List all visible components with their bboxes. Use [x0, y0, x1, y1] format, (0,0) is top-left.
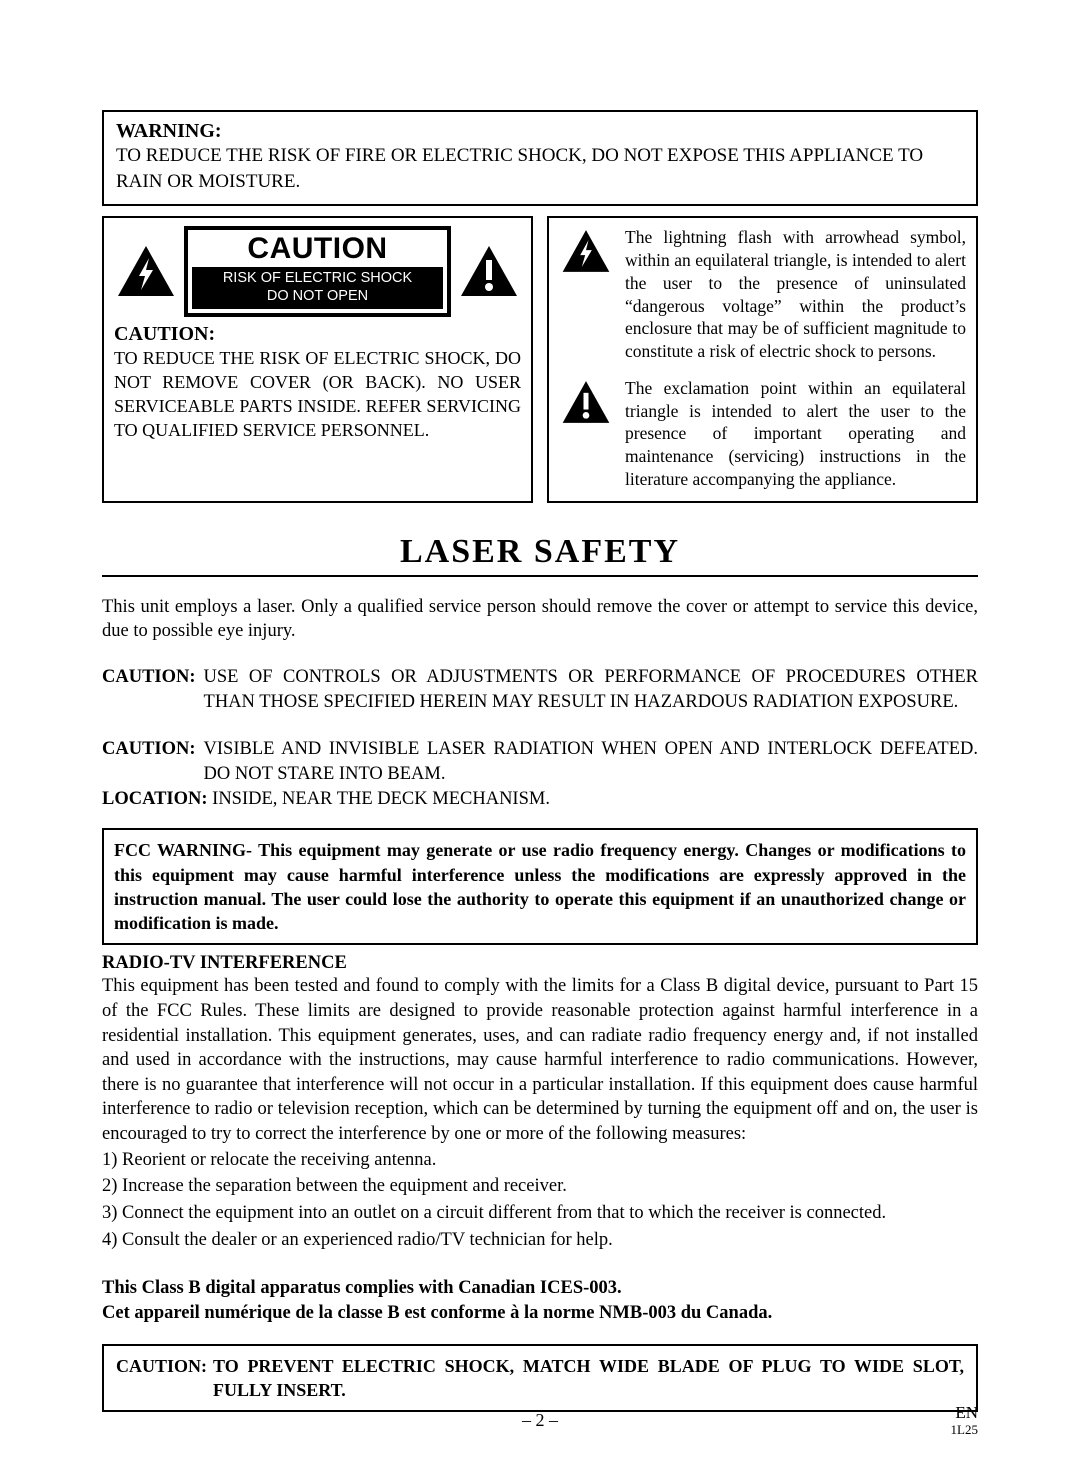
location-label: LOCATION: [102, 789, 208, 809]
warning-title: WARNING: [116, 120, 964, 143]
caution-right-box: The lightning flash with arrowhead symbo… [547, 216, 978, 502]
radio-tv-body: This equipment has been tested and found… [102, 974, 978, 1146]
exclamation-triangle-icon [457, 226, 521, 316]
caution-left-text: TO REDUCE THE RISK OF ELECTRIC SHOCK, DO… [114, 346, 521, 443]
shock-text: TO PREVENT ELECTRIC SHOCK, MATCH WIDE BL… [213, 1354, 964, 1403]
footer-code: 1L25 [951, 1423, 978, 1437]
caution-columns: CAUTION RISK OF ELECTRIC SHOCK DO NOT OP… [102, 216, 978, 502]
caution-big-text: CAUTION [192, 232, 443, 266]
measure-3: 3) Connect the equipment into an outlet … [102, 1200, 978, 1227]
shock-caution-box: CAUTION: TO PREVENT ELECTRIC SHOCK, MATC… [102, 1344, 978, 1413]
warning-box: WARNING: TO REDUCE THE RISK OF FIRE OR E… [102, 110, 978, 206]
warning-text: TO REDUCE THE RISK OF FIRE OR ELECTRIC S… [116, 143, 964, 194]
footer-lang: EN [951, 1404, 978, 1423]
caution-laser-row: CAUTION: VISIBLE AND INVISIBLE LASER RAD… [102, 737, 978, 787]
footer-right: EN 1L25 [951, 1404, 978, 1437]
shock-label: CAUTION: [116, 1354, 213, 1403]
caution-label: CAUTION: [102, 737, 204, 787]
lightning-triangle-icon [114, 226, 178, 316]
caution-controls-text: USE OF CONTROLS OR ADJUSTMENTS OR PERFOR… [204, 665, 978, 715]
class-b-fr: Cet appareil numérique de la classe B es… [102, 1301, 978, 1326]
lightning-explain-row: The lightning flash with arrowhead symbo… [559, 226, 966, 363]
caution-bar-line2: DO NOT OPEN [198, 287, 437, 305]
caution-laser-text: VISIBLE AND INVISIBLE LASER RADIATION WH… [204, 737, 978, 787]
page-number: – 2 – [0, 1410, 1080, 1431]
measure-2: 2) Increase the separation between the e… [102, 1173, 978, 1200]
caution-label: CAUTION: [102, 665, 204, 715]
measure-1: 1) Reorient or relocate the receiving an… [102, 1147, 978, 1174]
caution-bar: RISK OF ELECTRIC SHOCK DO NOT OPEN [192, 267, 443, 308]
exclaim-explain-text: The exclamation point within an equilate… [625, 377, 966, 491]
page-content: WARNING: TO REDUCE THE RISK OF FIRE OR E… [0, 0, 1080, 1472]
laser-safety-title: LASER SAFETY [102, 533, 978, 577]
location-row: LOCATION: INSIDE, NEAR THE DECK MECHANIS… [102, 789, 978, 810]
caution-left-box: CAUTION RISK OF ELECTRIC SHOCK DO NOT OP… [102, 216, 533, 502]
class-b-en: This Class B digital apparatus complies … [102, 1276, 978, 1301]
class-b-statement: This Class B digital apparatus complies … [102, 1276, 978, 1326]
caution-controls-row: CAUTION: USE OF CONTROLS OR ADJUSTMENTS … [102, 665, 978, 715]
measure-4: 4) Consult the dealer or an experienced … [102, 1227, 978, 1254]
radio-tv-title: RADIO-TV INTERFERENCE [102, 953, 978, 974]
location-text: INSIDE, NEAR THE DECK MECHANISM. [208, 789, 550, 809]
caution-center-label: CAUTION RISK OF ELECTRIC SHOCK DO NOT OP… [184, 226, 451, 316]
laser-intro-text: This unit employs a laser. Only a qualif… [102, 595, 978, 644]
lightning-triangle-icon [559, 226, 613, 363]
caution-left-title: CAUTION: [114, 323, 521, 346]
fcc-warning-box: FCC WARNING- This equipment may generate… [102, 828, 978, 945]
lightning-explain-text: The lightning flash with arrowhead symbo… [625, 226, 966, 363]
caution-bar-line1: RISK OF ELECTRIC SHOCK [198, 269, 437, 287]
caution-label-plate: CAUTION RISK OF ELECTRIC SHOCK DO NOT OP… [114, 226, 521, 316]
exclaim-explain-row: The exclamation point within an equilate… [559, 377, 966, 491]
exclamation-triangle-icon [559, 377, 613, 491]
